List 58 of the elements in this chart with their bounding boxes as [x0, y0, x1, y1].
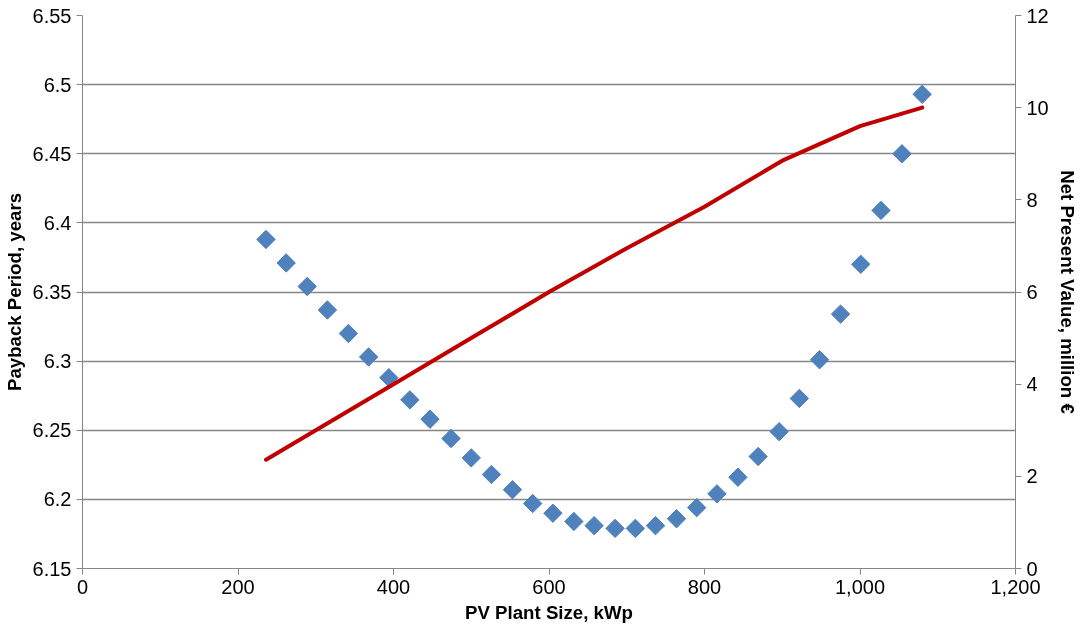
point	[358, 347, 379, 367]
y-tick-label: 6.15	[32, 557, 72, 580]
point	[748, 446, 768, 467]
y2-tick-label: 10	[1026, 96, 1049, 119]
x-tick-label: 600	[532, 575, 566, 598]
line-series	[263, 105, 925, 462]
y2-axis-title: Net Present Value, million €	[1056, 170, 1078, 415]
point	[297, 276, 317, 297]
point	[851, 254, 871, 275]
y-tick-label: 6.25	[32, 419, 72, 442]
y-tick-label: 6.4	[43, 211, 72, 234]
point	[441, 428, 461, 449]
y2-tick-label: 6	[1026, 281, 1038, 303]
x-axis-title: PV Plant Size, kWp	[465, 601, 633, 623]
point	[892, 144, 912, 164]
point	[256, 229, 276, 250]
x-tick-label: 1,000	[834, 575, 886, 598]
point	[625, 518, 645, 539]
y-tick-label: 6.5	[43, 73, 72, 96]
y-tick-label: 6.55	[32, 4, 72, 27]
y2-tick-label: 2	[1026, 465, 1038, 488]
point	[728, 467, 748, 487]
y2-tick-label: 12	[1026, 4, 1049, 27]
x-tick-label: 0	[76, 575, 89, 598]
point	[400, 390, 420, 410]
x-tick-label: 800	[687, 575, 722, 598]
point	[645, 515, 666, 536]
point	[789, 388, 810, 409]
x-tick-label: 400	[376, 575, 411, 598]
point	[522, 493, 543, 514]
point	[379, 368, 399, 388]
y-axis-title: Payback Period, years	[3, 192, 25, 392]
point	[584, 515, 604, 536]
point	[809, 350, 830, 370]
point	[605, 518, 625, 539]
point	[317, 300, 338, 320]
point	[912, 84, 932, 104]
point	[461, 448, 481, 468]
point	[769, 421, 789, 442]
x-tick-label: 200	[221, 575, 255, 598]
point	[420, 409, 440, 429]
point	[666, 509, 687, 529]
point	[276, 253, 296, 273]
point	[543, 503, 563, 523]
point	[564, 511, 584, 532]
y-tick-label: 6.45	[32, 142, 72, 165]
y-tick-label: 6.3	[43, 350, 72, 373]
point	[707, 484, 727, 504]
point	[481, 464, 502, 485]
y-tick-label: 6.35	[32, 281, 72, 303]
point	[687, 497, 707, 518]
point	[871, 200, 891, 221]
point	[338, 323, 359, 344]
y2-tick-label: 4	[1026, 373, 1038, 396]
y2-tick-label: 8	[1026, 188, 1038, 211]
point	[502, 480, 523, 500]
y-tick-label: 6.2	[43, 488, 72, 511]
point	[830, 304, 851, 324]
